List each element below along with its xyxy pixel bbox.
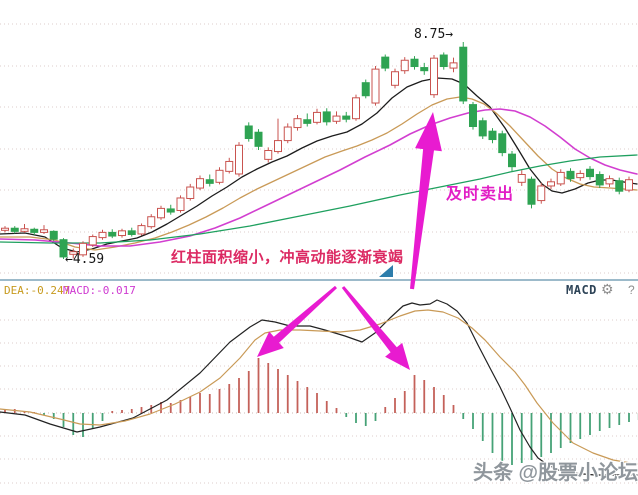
macd-histogram [4, 358, 638, 465]
high-price-label: 8.75→ [414, 27, 454, 42]
dea-line [0, 309, 638, 465]
macd-lines [0, 299, 638, 476]
macd-value-label: MACD:-0.017 [63, 284, 136, 297]
ma-lines [0, 77, 638, 253]
ma-long-line [0, 154, 638, 244]
macd-panel-title: MACD [566, 283, 597, 297]
gear-icon[interactable]: ⚙ [601, 281, 614, 297]
low-price-label: ←4.59 [65, 252, 105, 267]
sell-timely-annotation: 及时卖出 [446, 186, 515, 203]
annotation-arrows [257, 112, 442, 370]
watermark: 头条 @股票小论坛 [473, 462, 638, 484]
sell-up-arrow [410, 112, 442, 290]
dif-line [0, 299, 638, 476]
shrink-momentum-annotation: 红柱面积缩小，冲高动能逐渐衰竭 [171, 249, 404, 266]
ma-fast-line [0, 77, 638, 253]
fork-right-arrow [341, 286, 410, 370]
divider-marker-icon [379, 265, 393, 277]
ma-slow-line [0, 108, 638, 247]
fork-left-arrow [257, 285, 337, 357]
help-icon[interactable]: ? [628, 283, 635, 297]
dea-value-label: DEA:-0.247 [4, 284, 71, 297]
candlestick-series [1, 42, 633, 259]
